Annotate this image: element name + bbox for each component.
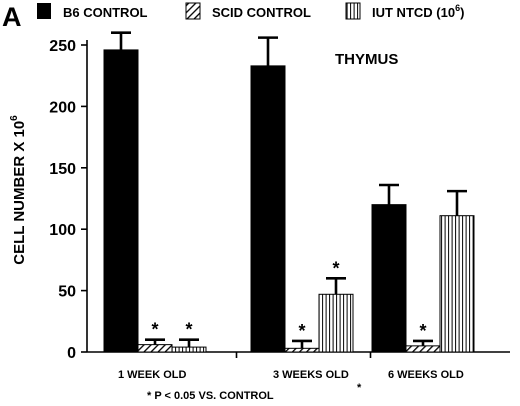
significance-mark: * [185,320,192,340]
y-axis-label-exponent: 6 [9,115,20,121]
significance-mark: * [419,321,426,341]
legend-swatch-iut-ntcd [345,2,361,20]
y-tick-label: 50 [58,284,76,301]
significance-mark: * [332,258,339,278]
category-label: 6 WEEKS OLD [388,369,464,381]
category-label: 1 WEEK OLD [118,369,187,381]
y-tick-label: 150 [49,161,76,178]
bar-iut-ntcd-10 [171,346,207,353]
y-tick-label: 200 [49,99,76,116]
significance-mark: * [151,320,158,340]
panel-label: A [2,2,22,32]
bar-iut-ntcd-10 [439,215,475,353]
y-tick-label: 0 [67,345,76,362]
y-axis-ticks: 0 50 100 150 200 250 [49,38,87,362]
x-axis-ticks [235,352,372,358]
bar-b6-control [103,49,139,353]
category-significance-mark: * [357,382,362,394]
legend-swatch-scid-control [185,2,201,20]
footnote: * P < 0.05 VS. CONTROL [147,390,274,402]
significance-mark: * [298,321,305,341]
chart-title: THYMUS [335,51,398,68]
bars: * * * * * [103,31,475,353]
legend-label-b6-control: B6 CONTROL [63,5,148,20]
legend-label-iut-ntcd-suffix: ) [460,5,464,20]
legend-label-iut-ntcd: IUT NTCD (106) [372,3,464,20]
legend-label-scid-control: SCID CONTROL [212,5,311,20]
y-axis-label-text: CELL NUMBER X 10 [11,121,28,265]
bar-b6-control [371,204,407,353]
bar-b6-control [250,65,286,353]
bar-scid-control [284,347,320,353]
y-tick-label: 250 [49,38,76,55]
bar-scid-control [137,344,173,353]
legend-label-iut-ntcd-exponent: 6 [455,3,460,13]
category-labels: 1 WEEK OLD 3 WEEKS OLD * 6 WEEKS OLD [118,369,464,394]
y-tick-label: 100 [49,222,76,239]
bar-iut-ntcd-10 [318,293,354,353]
bar-scid-control [405,345,441,353]
y-axis-label: CELL NUMBER X 106 [9,115,28,265]
legend: B6 CONTROL SCID CONTROL IUT NTCD (106) [37,2,464,20]
category-label: 3 WEEKS OLD [273,369,349,381]
legend-swatch-b6-control [37,3,51,19]
